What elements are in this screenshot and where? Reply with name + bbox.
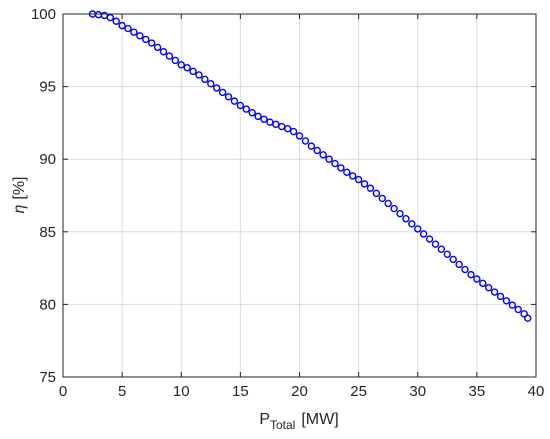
data-point <box>414 225 422 233</box>
x-tick-label: 0 <box>59 383 67 400</box>
data-point <box>147 39 156 47</box>
data-point <box>508 301 517 309</box>
x-tick-label: 40 <box>528 383 545 400</box>
data-point <box>106 13 115 22</box>
data-point <box>283 125 292 133</box>
data-point <box>443 250 452 259</box>
x-tick-label: 5 <box>118 383 126 400</box>
data-point <box>490 288 499 296</box>
data-point <box>479 279 487 288</box>
data-point <box>242 105 250 113</box>
x-tick-label: 20 <box>291 383 308 400</box>
data-point <box>189 67 197 76</box>
x-tick-label: 10 <box>173 383 190 400</box>
y-axis-label-symbol: η <box>11 205 28 214</box>
data-point <box>390 204 398 213</box>
data-point <box>213 84 221 92</box>
data-point <box>183 64 191 72</box>
data-point <box>301 137 310 145</box>
data-point <box>177 61 185 69</box>
y-tick-label: 90 <box>39 151 56 168</box>
x-axis-label: PTotal [MW] <box>259 411 338 432</box>
data-points <box>88 10 532 322</box>
y-tick-label: 75 <box>39 369 56 386</box>
data-point <box>473 275 481 283</box>
x-axis-label-unit: [MW] <box>301 411 338 428</box>
data-point <box>496 292 505 301</box>
data-point <box>254 112 262 121</box>
y-axis-label: η [%] <box>11 176 28 213</box>
data-point <box>455 260 463 269</box>
data-point <box>325 155 333 163</box>
data-point <box>366 184 375 192</box>
data-point <box>331 159 339 168</box>
data-point <box>372 189 381 198</box>
data-point <box>408 220 416 228</box>
data-point <box>431 240 440 248</box>
y-axis-label-unit: [%] <box>11 176 28 199</box>
data-point <box>485 284 493 292</box>
data-point <box>520 310 528 318</box>
x-tick-label: 30 <box>409 383 426 400</box>
data-point <box>289 127 298 136</box>
data-point <box>384 199 392 208</box>
data-point <box>136 32 144 40</box>
data-point <box>349 172 357 180</box>
x-axis-label-main: P <box>259 411 270 428</box>
x-tick-label: 15 <box>232 383 249 400</box>
data-point <box>224 93 233 101</box>
y-tick-label: 85 <box>39 224 56 241</box>
y-tick-label: 95 <box>39 79 56 96</box>
data-point <box>419 230 428 238</box>
data-point <box>112 17 120 25</box>
data-point <box>449 255 457 264</box>
data-point <box>502 297 511 305</box>
data-point <box>153 43 162 52</box>
data-point <box>195 71 203 79</box>
data-point <box>378 194 386 203</box>
data-point <box>171 56 180 65</box>
data-point <box>130 28 138 36</box>
data-point <box>402 215 410 223</box>
y-tick-label: 80 <box>39 296 56 313</box>
data-point <box>142 35 150 44</box>
data-point <box>218 88 227 97</box>
y-tick-label: 100 <box>31 6 56 23</box>
data-point <box>437 245 446 253</box>
data-point <box>313 146 321 155</box>
data-point <box>236 101 245 110</box>
data-point <box>396 209 404 218</box>
data-point <box>165 52 174 60</box>
data-point <box>461 265 469 274</box>
data-point <box>230 97 239 105</box>
data-point <box>319 151 327 159</box>
data-point <box>248 109 256 117</box>
axis-ticks <box>62 13 537 378</box>
data-point <box>360 180 369 188</box>
data-point <box>207 79 215 88</box>
data-point <box>514 305 522 314</box>
data-point <box>337 164 345 172</box>
data-point <box>467 270 475 279</box>
data-point <box>295 132 304 140</box>
data-point <box>159 48 168 56</box>
data-point <box>524 314 532 322</box>
data-point <box>307 142 316 150</box>
x-axis-label-subscript: Total <box>270 418 295 432</box>
data-point <box>124 24 132 33</box>
data-point <box>343 168 351 176</box>
data-point <box>201 75 209 84</box>
x-tick-label: 25 <box>350 383 367 400</box>
y-tick-labels: 75 80 85 90 95 100 <box>31 6 56 386</box>
x-tick-label: 35 <box>469 383 486 400</box>
data-point <box>425 235 434 243</box>
data-point <box>118 21 126 30</box>
x-tick-labels: 0 5 10 15 20 25 30 35 40 <box>59 383 545 400</box>
data-point <box>354 175 363 184</box>
data-point <box>260 115 268 123</box>
